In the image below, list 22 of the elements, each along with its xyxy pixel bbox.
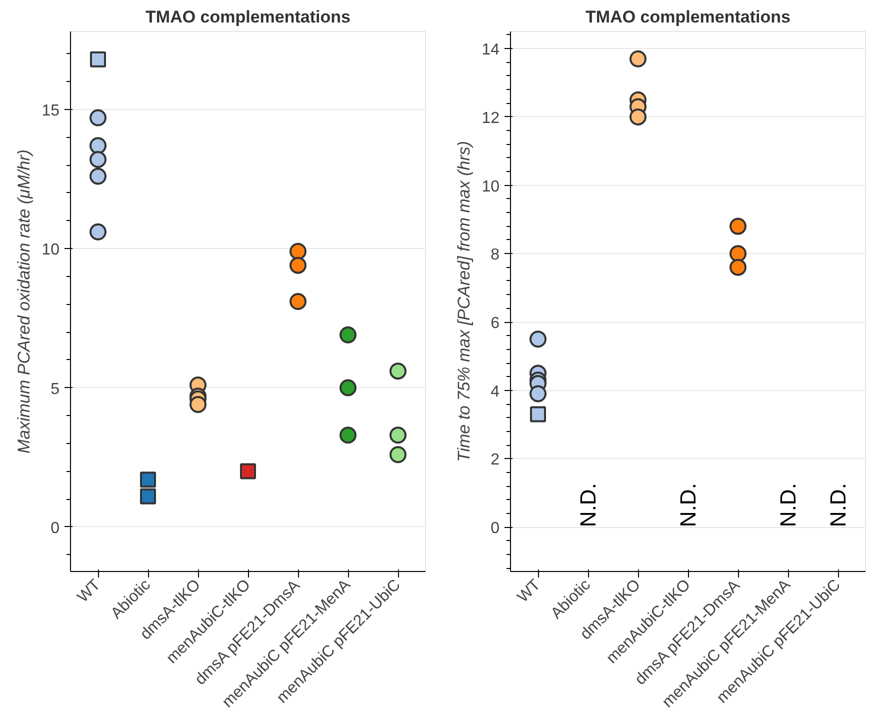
- chart-title: TMAO complementations: [586, 8, 790, 26]
- y-tick-label: 8: [490, 246, 500, 264]
- y-tick-label: 5: [50, 380, 60, 398]
- y-tick-label: 0: [490, 520, 500, 538]
- y-tick-label: 4: [490, 383, 500, 400]
- y-tick-label: 10: [42, 242, 60, 259]
- y-tick-label: 15: [42, 102, 60, 120]
- annotation: N.D.: [776, 483, 800, 528]
- y-tick-label: 10: [482, 178, 500, 196]
- y-axis-title: Maximum PCAred oxidation rate (μM/hr): [14, 149, 34, 454]
- chart-title: TMAO complementations: [146, 8, 350, 26]
- annotation: N.D.: [676, 483, 700, 528]
- y-tick-label: 6: [490, 315, 500, 332]
- x-tick-label: WT: [514, 576, 544, 606]
- y-tick-label: 0: [50, 520, 60, 537]
- y-tick-label: 12: [482, 110, 500, 127]
- y-tick-label: 2: [490, 452, 500, 469]
- annotation: N.D.: [576, 483, 600, 528]
- y-axis-title: Time to 75% max [PCAred] from max (hrs): [454, 140, 474, 462]
- y-tick-label: 14: [482, 42, 500, 59]
- annotation: N.D.: [826, 483, 850, 528]
- x-tick-label: WT: [74, 576, 104, 606]
